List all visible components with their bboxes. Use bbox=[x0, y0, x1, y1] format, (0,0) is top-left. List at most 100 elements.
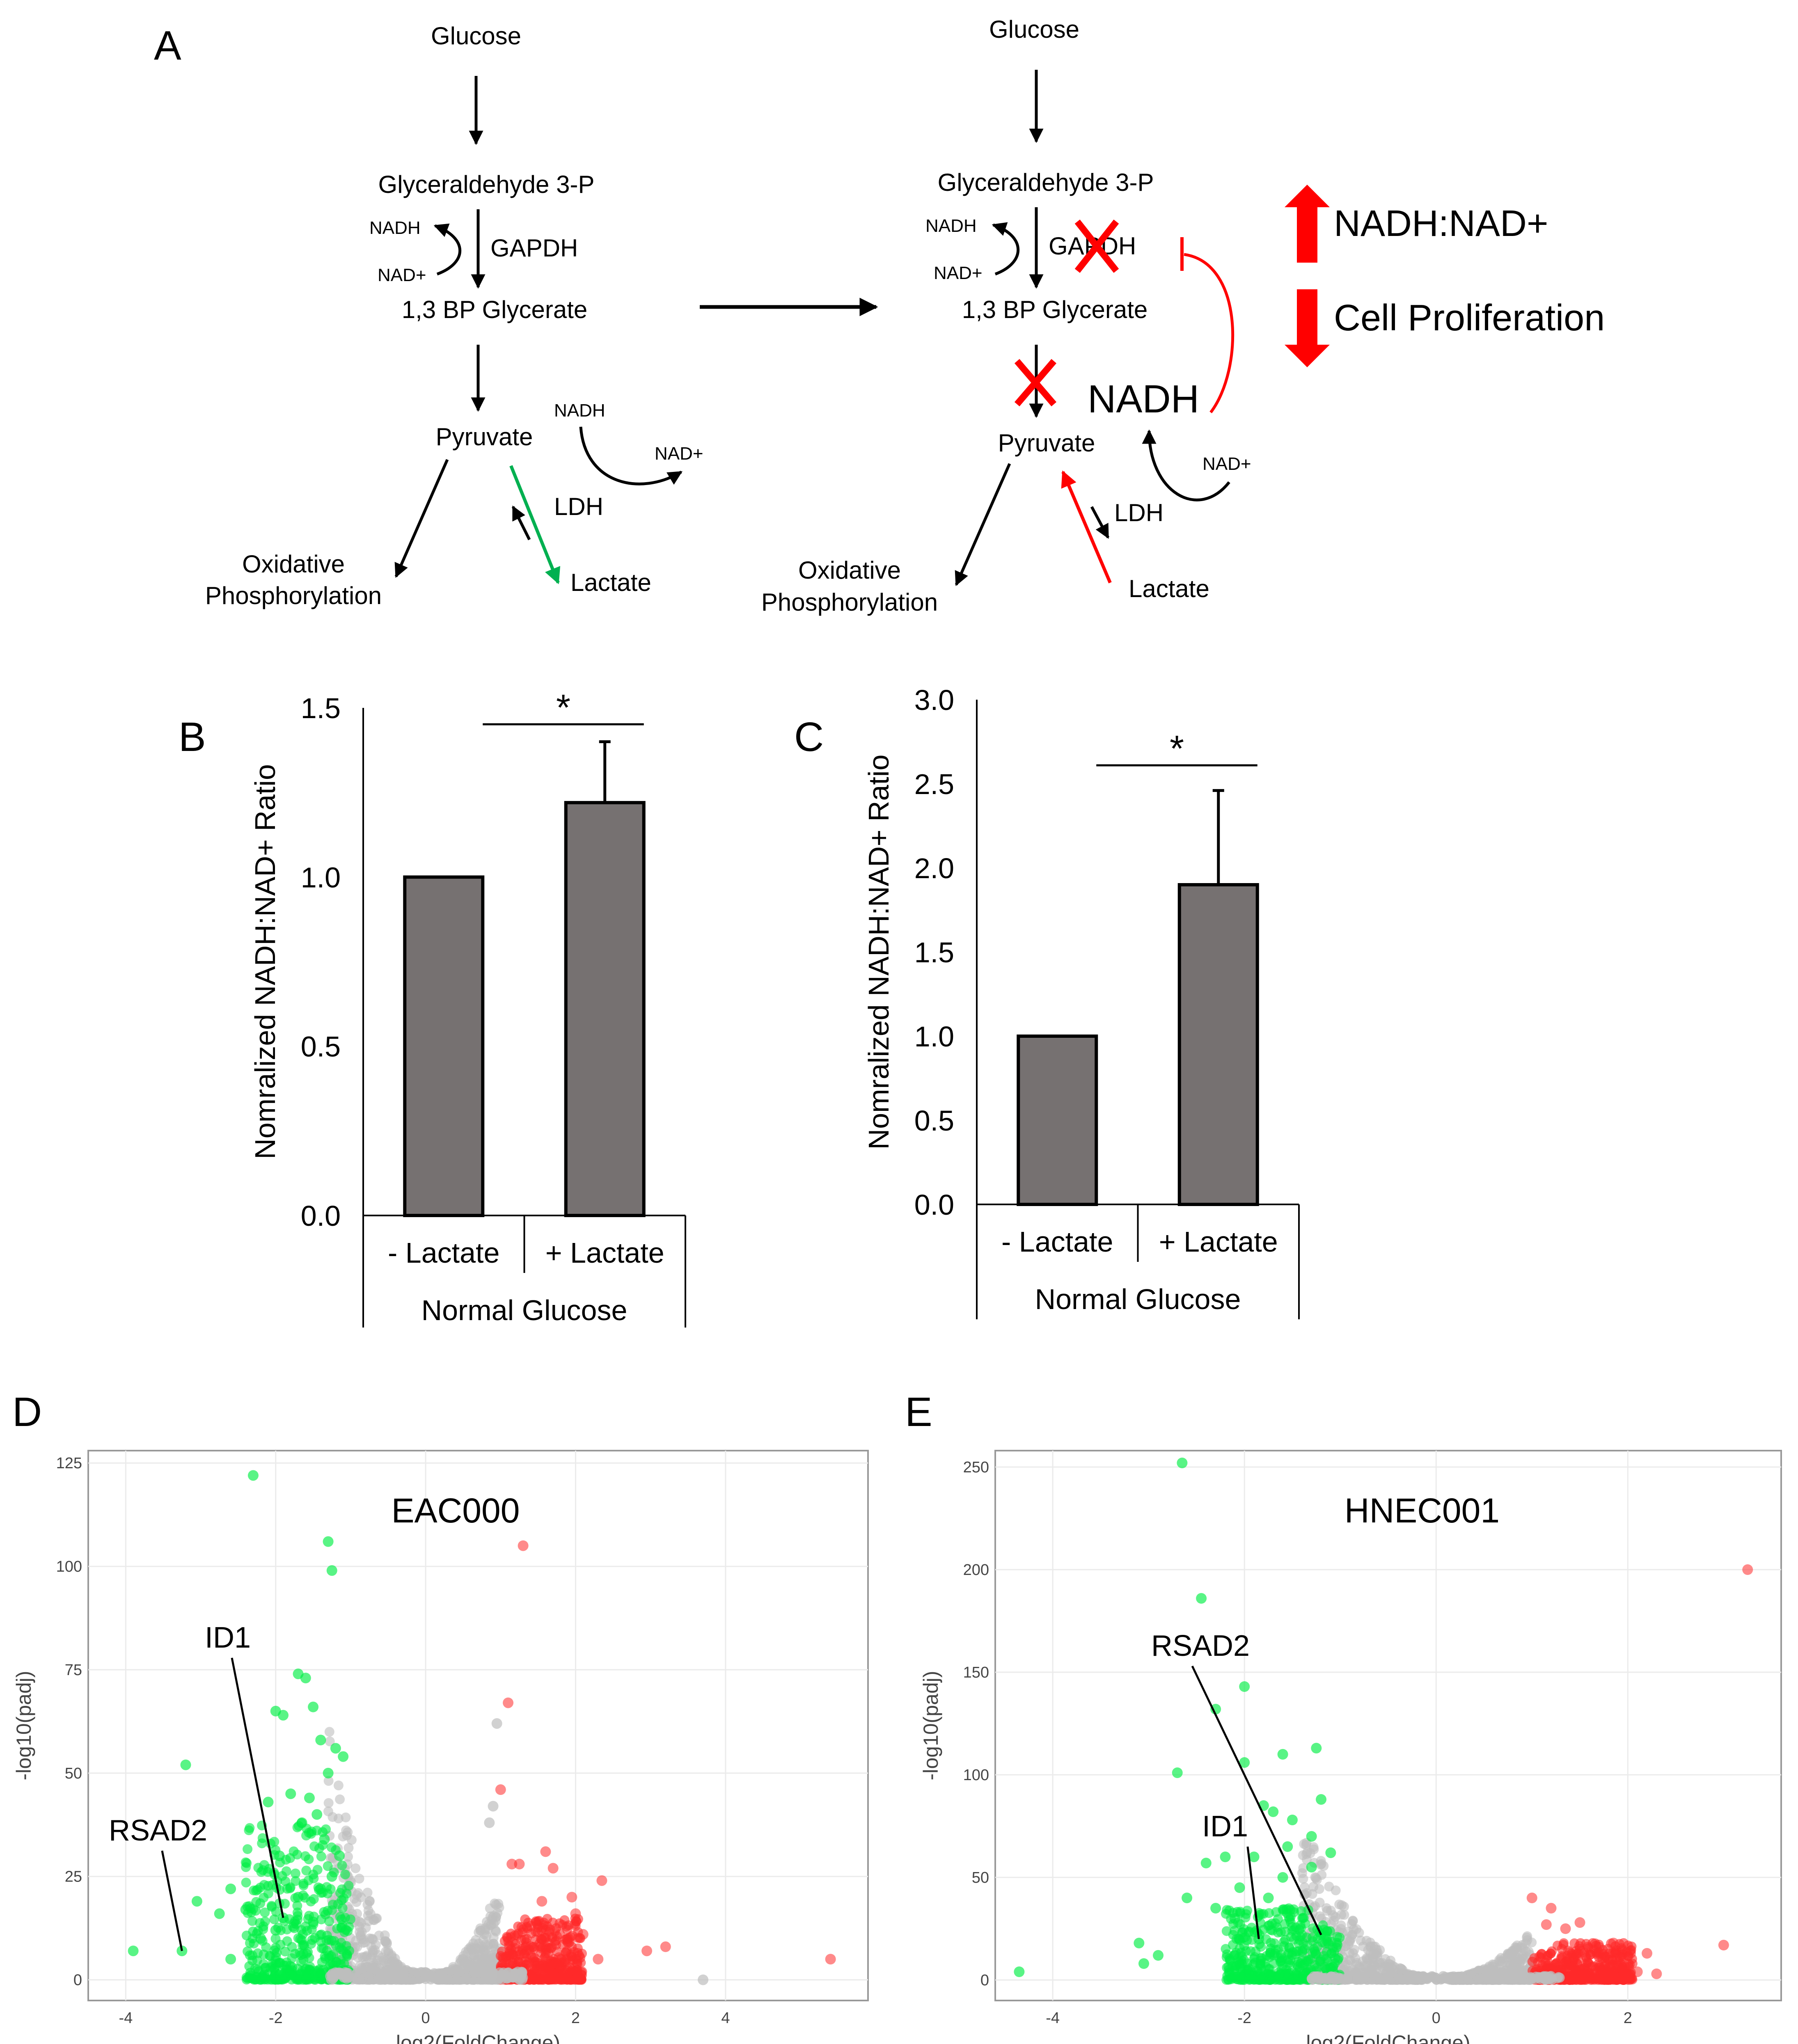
data-point bbox=[333, 1780, 344, 1790]
data-point bbox=[1518, 1943, 1528, 1953]
y-tick-label: 100 bbox=[963, 1767, 989, 1784]
y-tick-label: 0 bbox=[73, 1972, 82, 1989]
data-point bbox=[493, 1975, 503, 1985]
data-point bbox=[409, 1971, 419, 1981]
data-point bbox=[342, 1951, 352, 1962]
data-point bbox=[1522, 1931, 1532, 1941]
data-point bbox=[1742, 1564, 1753, 1575]
data-point bbox=[269, 1914, 279, 1925]
y-tick-label: 0 bbox=[980, 1972, 989, 1989]
arrow-pyruvate-oxphos-right bbox=[955, 463, 1011, 586]
data-point bbox=[577, 1929, 589, 1940]
data-point bbox=[263, 1888, 273, 1899]
data-point bbox=[247, 1916, 257, 1926]
data-point bbox=[570, 1908, 581, 1919]
data-point bbox=[563, 1937, 574, 1948]
data-point bbox=[555, 1954, 566, 1965]
data-point bbox=[593, 1954, 604, 1965]
data-point bbox=[1316, 1794, 1327, 1805]
data-point bbox=[1241, 1909, 1251, 1919]
data-point bbox=[191, 1896, 202, 1907]
data-point bbox=[362, 1888, 373, 1898]
data-point bbox=[540, 1846, 551, 1857]
bpg-label-right: 1,3 BP Glycerate bbox=[962, 296, 1148, 323]
data-point bbox=[1153, 1950, 1164, 1961]
oxphos-label-left-2: Phosphorylation bbox=[205, 582, 382, 609]
pyruvate-label-right: Pyruvate bbox=[998, 429, 1095, 457]
data-point bbox=[329, 1936, 339, 1946]
nadh-ldh-label-left: NADH bbox=[554, 401, 605, 421]
data-point bbox=[1299, 1959, 1309, 1969]
data-point bbox=[248, 1904, 259, 1914]
data-point bbox=[1276, 1956, 1286, 1966]
data-point bbox=[563, 1970, 573, 1980]
data-point bbox=[1367, 1973, 1377, 1984]
data-point bbox=[1265, 1943, 1276, 1954]
data-point bbox=[1220, 1852, 1231, 1862]
y-tick-label: 2.0 bbox=[914, 852, 954, 884]
data-point bbox=[1277, 1872, 1288, 1883]
bpg-label-left: 1,3 BP Glycerate bbox=[402, 296, 587, 323]
data-point bbox=[488, 1939, 499, 1949]
data-point bbox=[180, 1759, 191, 1770]
data-point bbox=[244, 1961, 254, 1971]
data-point bbox=[518, 1540, 529, 1551]
y-tick-label: 75 bbox=[65, 1662, 82, 1679]
data-point bbox=[362, 1950, 372, 1961]
data-point bbox=[264, 1864, 274, 1874]
data-point bbox=[323, 1776, 334, 1786]
data-point bbox=[1322, 1947, 1332, 1957]
data-point bbox=[1343, 1927, 1353, 1937]
legend-a: NADH:NAD+ Cell Proliferation bbox=[1285, 185, 1605, 367]
data-point bbox=[271, 1959, 281, 1969]
data-point bbox=[1386, 1955, 1396, 1966]
data-point bbox=[309, 1873, 319, 1884]
data-point bbox=[825, 1954, 836, 1965]
data-point bbox=[1182, 1893, 1193, 1903]
data-point bbox=[1310, 1949, 1321, 1959]
data-point bbox=[1569, 1938, 1580, 1948]
data-point bbox=[251, 1886, 261, 1896]
bar-chart-c: 0.0 0.5 1.0 1.5 2.0 2.5 3.0 Nomralized NADH:NAD… bbox=[863, 684, 1300, 1319]
data-point bbox=[340, 1869, 350, 1879]
data-point bbox=[698, 1974, 709, 1985]
data-point bbox=[324, 1953, 334, 1963]
data-point bbox=[333, 1813, 344, 1824]
data-point bbox=[371, 1913, 381, 1923]
data-point bbox=[1325, 1847, 1336, 1858]
data-point bbox=[495, 1784, 506, 1795]
data-point bbox=[1410, 1971, 1420, 1981]
data-point bbox=[1540, 1974, 1550, 1984]
plot-frame bbox=[994, 1450, 1782, 2001]
data-point bbox=[214, 1908, 225, 1919]
data-point bbox=[1333, 1953, 1344, 1963]
data-point bbox=[1177, 1458, 1188, 1468]
panel-a: A Glucose Glyceraldehyde 3-P GAPDH NADH … bbox=[154, 16, 1605, 616]
x-tick-label: 2 bbox=[571, 2010, 580, 2027]
data-point bbox=[308, 1916, 319, 1927]
y-axis-label: Nomralized NADH:NAD+ Ratio bbox=[863, 755, 895, 1150]
x-tick-label: -4 bbox=[1046, 2010, 1060, 2027]
data-point bbox=[325, 1736, 335, 1746]
data-point bbox=[321, 1909, 331, 1920]
data-point bbox=[1239, 1941, 1249, 1951]
y-tick-label: 1.0 bbox=[914, 1021, 954, 1053]
data-point bbox=[240, 1904, 251, 1915]
data-point bbox=[1379, 1964, 1389, 1975]
data-point bbox=[257, 1838, 267, 1849]
data-point bbox=[554, 1918, 565, 1928]
data-point bbox=[293, 1892, 304, 1903]
y-tick-label: 0.5 bbox=[914, 1105, 954, 1137]
data-point bbox=[1308, 1932, 1318, 1943]
data-point bbox=[285, 1788, 296, 1799]
data-point bbox=[421, 1967, 431, 1978]
data-point bbox=[337, 1884, 347, 1894]
data-point bbox=[477, 1970, 488, 1980]
data-point bbox=[326, 1871, 337, 1882]
y-tick-label: 1.0 bbox=[301, 861, 341, 893]
data-point bbox=[350, 1863, 361, 1873]
data-point bbox=[306, 1829, 316, 1839]
panel-letter-c: C bbox=[794, 714, 824, 760]
nadplus-ldh-label-right: NAD+ bbox=[1202, 454, 1251, 474]
y-tick-label: 3.0 bbox=[914, 684, 954, 716]
